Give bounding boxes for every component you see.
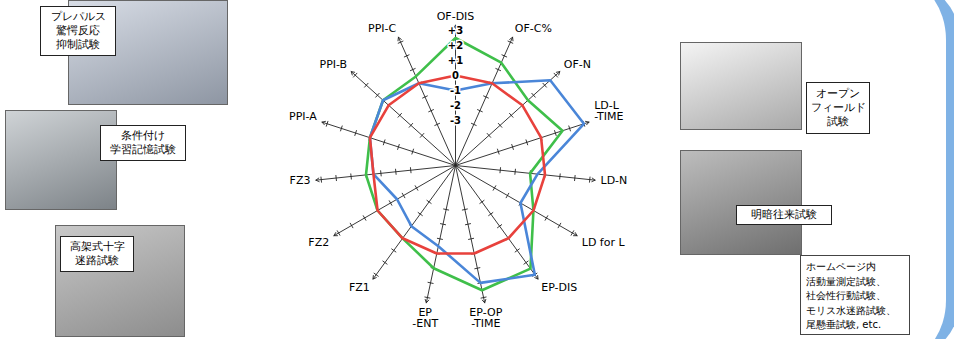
svg-text:OF-N: OF-N (564, 58, 591, 71)
svg-text:LD for L: LD for L (582, 236, 626, 249)
html-text:明暗往来試験: 明暗往来試験 (751, 208, 817, 222)
html-text:尾懸垂試験, etc.: 尾懸垂試験, etc. (806, 319, 882, 330)
html-text:迷路試験: 迷路試験 (75, 254, 119, 267)
html-text:抑制試験: 抑制試験 (56, 37, 100, 51)
svg-text:OF-DIS: OF-DIS (437, 10, 475, 23)
svg-text:PPI-A: PPI-A (289, 110, 317, 123)
svg-text:LD-L-TIME: LD-L-TIME (594, 99, 623, 123)
svg-text:-1: -1 (450, 85, 461, 96)
html-text:高架式十字: 高架式十字 (69, 240, 125, 254)
html-text:モリス水迷路試験、: モリス水迷路試験、 (806, 304, 896, 316)
html-text:活動量測定試験、: 活動量測定試験、 (806, 275, 886, 287)
svg-text:PPI-C: PPI-C (368, 22, 396, 35)
html-text:オープン: オープン (816, 87, 860, 101)
svg-text:0: 0 (452, 70, 459, 81)
html-text:プレパルス: プレパルス (50, 10, 106, 24)
html-text:試験: 試験 (827, 114, 849, 128)
html-text:学習記憶試験: 学習記憶試験 (110, 143, 176, 156)
svg-text:EP-ENT: EP-ENT (412, 306, 438, 330)
html-text:ホームページ内: ホームページ内 (806, 261, 876, 272)
svg-text:FZ3: FZ3 (290, 174, 311, 187)
svg-text:FZ2: FZ2 (308, 236, 329, 249)
html-text:条件付け: 条件付け (121, 129, 165, 143)
svg-text:EP-OP-TIME: EP-OP-TIME (469, 306, 502, 330)
svg-text:-2: -2 (450, 100, 461, 111)
html-text:驚愕反応: 驚愕反応 (56, 24, 100, 38)
svg-text:EP-DIS: EP-DIS (541, 281, 577, 294)
svg-text:PPI-B: PPI-B (320, 58, 348, 71)
svg-text:+1: +1 (448, 55, 463, 66)
svg-text:-3: -3 (450, 115, 461, 126)
html-text:社会性行動試験、: 社会性行動試験、 (806, 290, 886, 301)
svg-text:+3: +3 (448, 25, 463, 36)
svg-text:LD-N: LD-N (601, 174, 628, 187)
svg-text:FZ1: FZ1 (349, 281, 370, 294)
svg-text:OF-C%: OF-C% (515, 22, 552, 35)
html-text:フィールド: フィールド (810, 101, 866, 115)
svg-text:+2: +2 (448, 40, 463, 51)
